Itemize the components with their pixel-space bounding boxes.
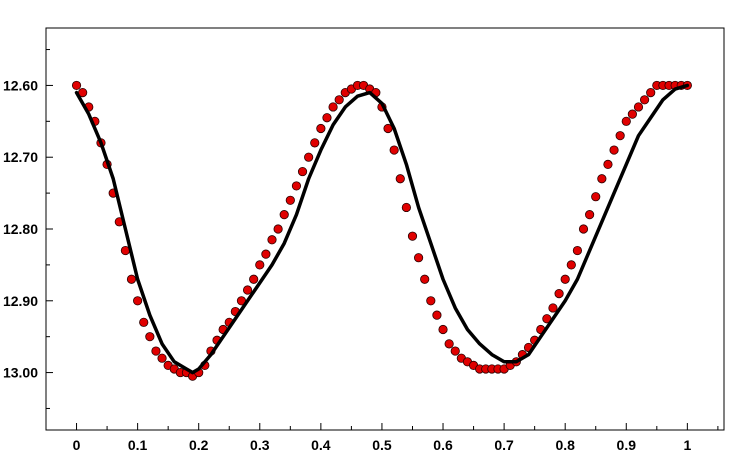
data-point <box>395 174 405 184</box>
x-tick-label: 0.5 <box>372 437 392 453</box>
x-tick-label: 0.8 <box>555 437 575 453</box>
y-tick-label: 12.70 <box>3 149 38 165</box>
data-point <box>566 260 576 270</box>
data-point <box>609 145 619 155</box>
data-point <box>291 181 302 191</box>
data-point <box>560 274 570 284</box>
data-point <box>285 195 295 205</box>
data-point <box>554 289 564 299</box>
data-point <box>597 174 607 184</box>
x-tick-label: 0.6 <box>433 437 453 453</box>
data-point <box>334 95 344 105</box>
data-point <box>572 245 583 256</box>
data-point <box>585 210 595 220</box>
x-tick-label: 0.9 <box>617 437 637 453</box>
data-point <box>126 274 137 284</box>
data-point <box>639 95 650 105</box>
data-point <box>139 317 149 327</box>
data-point <box>627 109 637 119</box>
data-point <box>407 231 418 241</box>
data-point <box>646 88 656 98</box>
data-point <box>578 224 589 234</box>
data-point <box>432 310 442 320</box>
data-point <box>413 253 424 263</box>
data-point <box>591 192 601 202</box>
y-tick-label: 12.60 <box>3 77 38 93</box>
data-point <box>145 332 155 342</box>
data-point <box>420 274 430 284</box>
data-point <box>133 296 143 306</box>
data-point <box>297 166 308 177</box>
y-tick-label: 12.90 <box>3 293 38 309</box>
data-point <box>316 123 326 134</box>
data-point <box>304 152 314 162</box>
data-point <box>151 346 161 356</box>
data-point <box>615 131 625 141</box>
data-point <box>249 274 259 284</box>
x-tick-label: 0 <box>73 437 81 453</box>
data-point <box>444 339 454 349</box>
data-point <box>389 145 399 155</box>
data-point <box>548 303 558 313</box>
data-point <box>261 249 271 259</box>
y-axis: 12.60 12.70 12.80 12.90 13.00 <box>3 49 53 409</box>
data-point <box>438 324 448 335</box>
data-point <box>273 224 283 234</box>
data-point <box>310 138 320 148</box>
data-point <box>633 102 644 112</box>
data-point <box>267 235 277 245</box>
y-tick-label: 12.80 <box>3 221 38 237</box>
data-point <box>426 296 436 306</box>
x-axis: 0 0.1 0.2 0.3 0.4 0.5 0.6 0.7 0.8 0.9 1 <box>45 423 719 453</box>
data-point <box>401 202 411 213</box>
data-point <box>450 346 460 356</box>
x-tick-label: 0.4 <box>311 437 331 453</box>
data-point <box>71 80 82 91</box>
y-tick-label: 13.00 <box>3 365 38 381</box>
data-point <box>322 113 332 123</box>
data-point <box>242 285 253 295</box>
data-point <box>279 210 289 220</box>
x-tick-label: 0.7 <box>494 437 514 453</box>
data-point <box>255 260 265 270</box>
x-tick-label: 0.3 <box>250 437 270 453</box>
plot-area-frame <box>45 27 725 431</box>
fit-curve <box>74 83 690 375</box>
data-point <box>603 159 613 169</box>
data-point <box>328 102 338 112</box>
x-tick-label: 0.2 <box>189 437 209 453</box>
data-point <box>621 116 631 126</box>
x-tick-label: 0.1 <box>128 437 148 453</box>
x-tick-label: 1 <box>683 437 691 453</box>
data-point <box>157 353 167 363</box>
